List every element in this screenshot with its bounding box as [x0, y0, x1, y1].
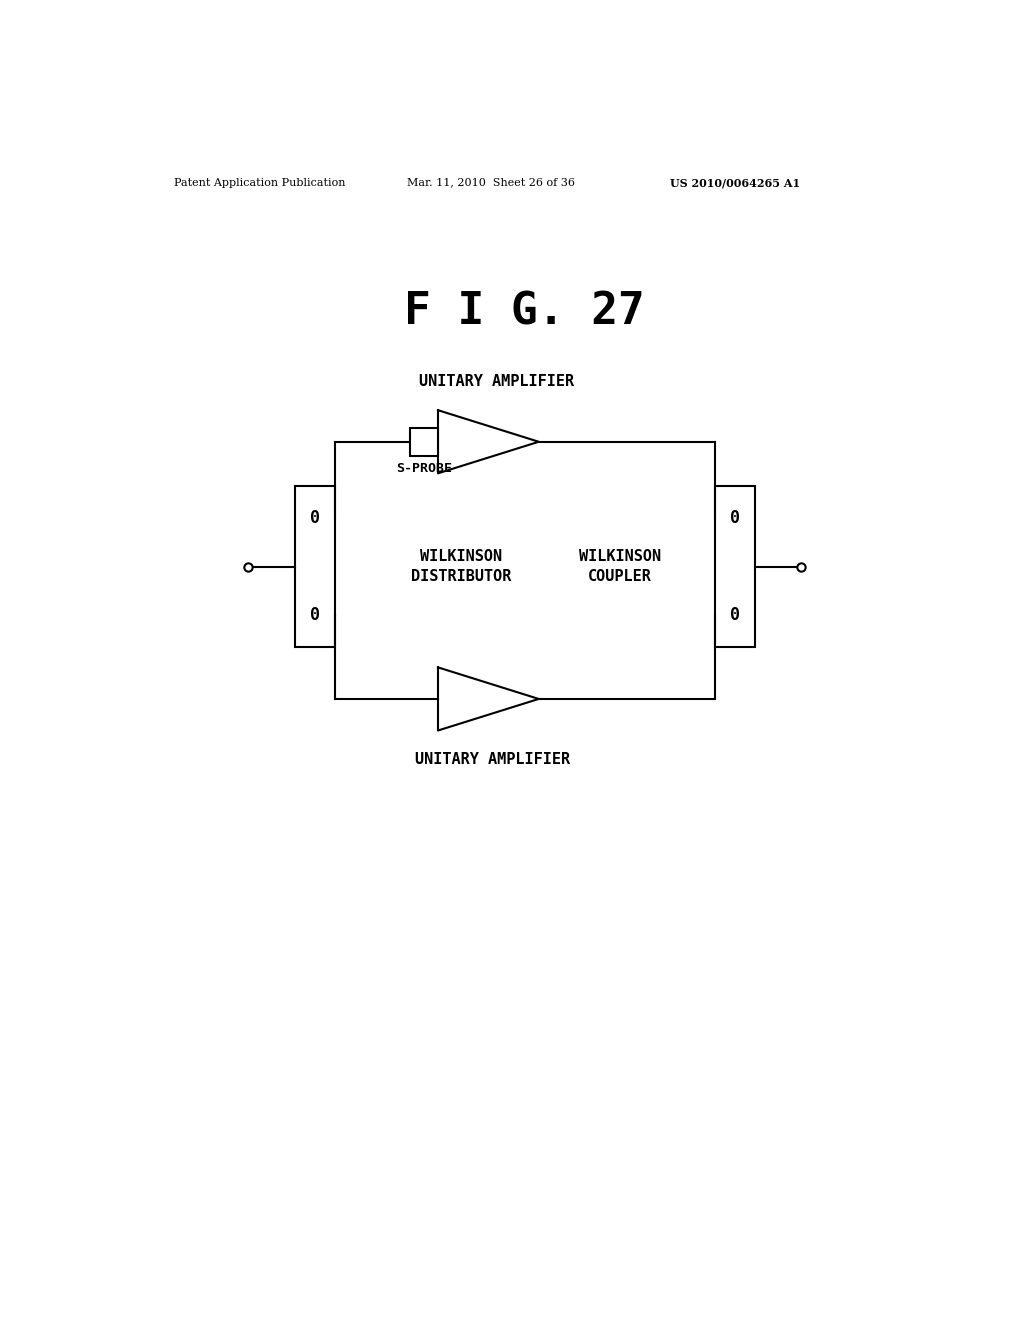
Text: S-PROBE: S-PROBE: [396, 462, 452, 475]
Text: WILKINSON
DISTRIBUTOR: WILKINSON DISTRIBUTOR: [411, 549, 511, 583]
Text: Patent Application Publication: Patent Application Publication: [174, 178, 346, 187]
Text: WILKINSON
COUPLER: WILKINSON COUPLER: [579, 549, 662, 583]
Text: 0: 0: [730, 510, 739, 527]
Text: F I G. 27: F I G. 27: [404, 290, 645, 334]
Text: Mar. 11, 2010  Sheet 26 of 36: Mar. 11, 2010 Sheet 26 of 36: [407, 178, 575, 187]
Text: UNITARY AMPLIFIER: UNITARY AMPLIFIER: [415, 752, 569, 767]
Bar: [410, 428, 438, 455]
Bar: [715, 486, 755, 647]
Text: 0: 0: [310, 606, 319, 624]
Text: 0: 0: [310, 510, 319, 527]
Text: US 2010/0064265 A1: US 2010/0064265 A1: [671, 178, 801, 189]
Bar: [295, 486, 335, 647]
Text: UNITARY AMPLIFIER: UNITARY AMPLIFIER: [419, 374, 573, 388]
Text: 0: 0: [730, 606, 739, 624]
